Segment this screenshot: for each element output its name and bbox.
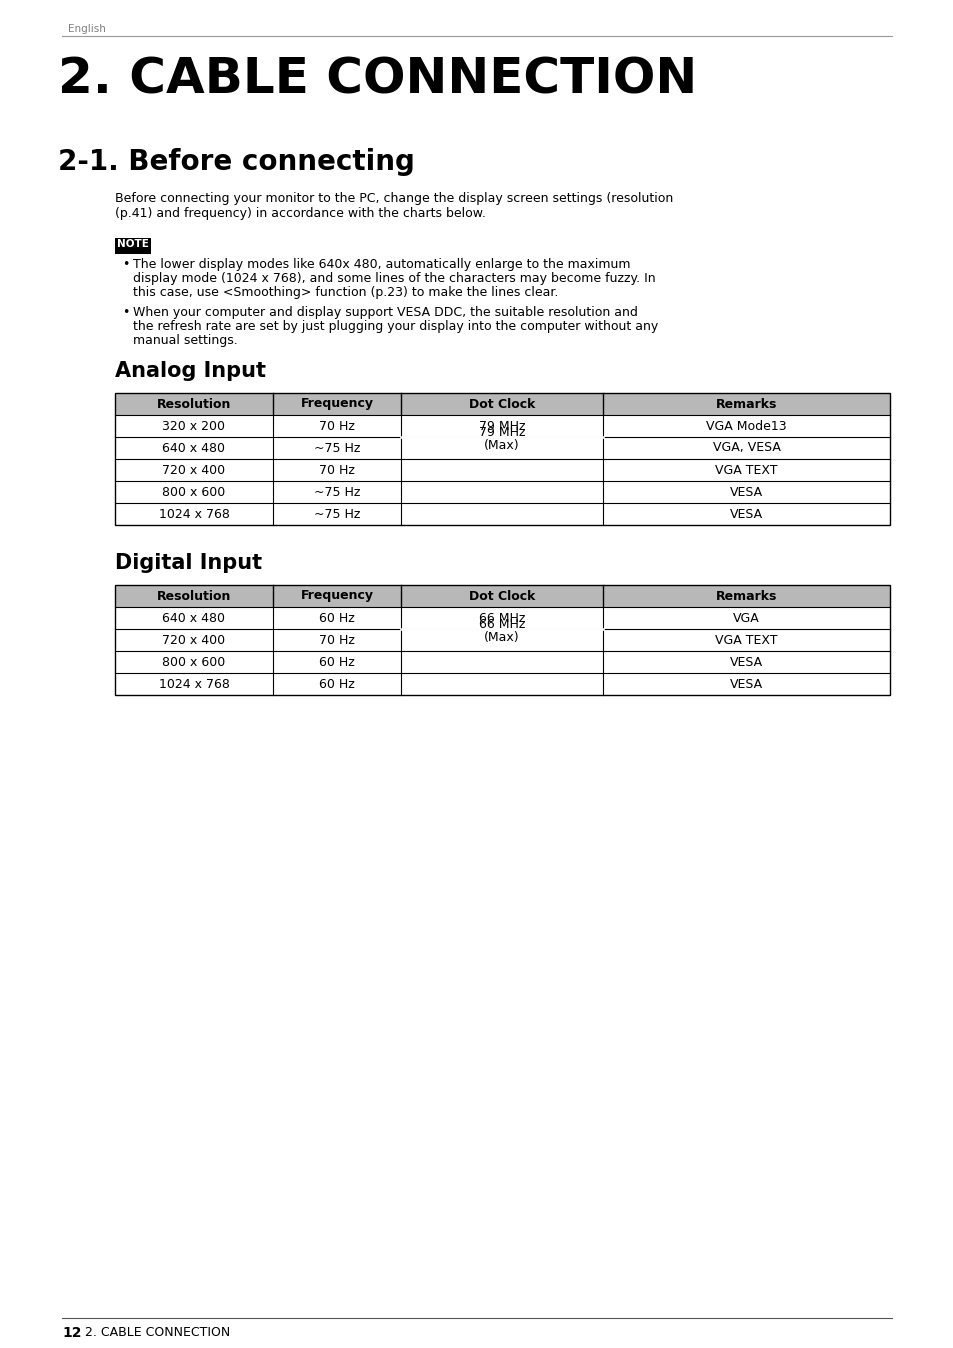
Text: VGA Mode13: VGA Mode13 <box>705 419 786 433</box>
Text: VGA, VESA: VGA, VESA <box>712 442 780 454</box>
Text: 1024 x 768: 1024 x 768 <box>158 507 230 520</box>
Text: 720 x 400: 720 x 400 <box>162 464 225 476</box>
Text: this case, use <Smoothing> function (p.23) to make the lines clear.: this case, use <Smoothing> function (p.2… <box>132 286 558 299</box>
Text: 70 Hz: 70 Hz <box>318 464 355 476</box>
Text: 79 MHz: 79 MHz <box>478 419 525 433</box>
Bar <box>115 394 889 415</box>
Text: 70 Hz: 70 Hz <box>318 634 355 647</box>
Text: VESA: VESA <box>729 485 762 499</box>
Text: 66 MHz: 66 MHz <box>478 617 525 631</box>
Text: Digital Input: Digital Input <box>115 553 262 573</box>
Text: Dot Clock: Dot Clock <box>468 398 535 411</box>
Text: (Max): (Max) <box>484 439 519 453</box>
Text: Resolution: Resolution <box>156 398 231 411</box>
Text: NOTE: NOTE <box>117 239 149 249</box>
Text: English: English <box>68 24 106 34</box>
Text: Frequency: Frequency <box>300 589 374 603</box>
Text: 2. CABLE CONNECTION: 2. CABLE CONNECTION <box>85 1326 230 1339</box>
Text: •: • <box>122 257 130 271</box>
Text: •: • <box>122 306 130 319</box>
Text: VESA: VESA <box>729 507 762 520</box>
Text: VGA TEXT: VGA TEXT <box>715 464 777 476</box>
Text: 800 x 600: 800 x 600 <box>162 655 226 669</box>
Text: 70 Hz: 70 Hz <box>318 419 355 433</box>
Text: 320 x 200: 320 x 200 <box>162 419 225 433</box>
Text: VESA: VESA <box>729 678 762 690</box>
Text: 720 x 400: 720 x 400 <box>162 634 225 647</box>
Text: Before connecting your monitor to the PC, change the display screen settings (re: Before connecting your monitor to the PC… <box>115 191 673 205</box>
Text: ~75 Hz: ~75 Hz <box>314 442 360 454</box>
Text: 2. CABLE CONNECTION: 2. CABLE CONNECTION <box>58 55 697 102</box>
Text: 60 Hz: 60 Hz <box>319 655 355 669</box>
Bar <box>115 394 889 524</box>
Text: the refresh rate are set by just plugging your display into the computer without: the refresh rate are set by just pluggin… <box>132 319 658 333</box>
Text: The lower display modes like 640x 480, automatically enlarge to the maximum: The lower display modes like 640x 480, a… <box>132 257 630 271</box>
Text: Analog Input: Analog Input <box>115 361 266 381</box>
Text: VGA: VGA <box>732 612 760 624</box>
Text: 2-1. Before connecting: 2-1. Before connecting <box>58 148 415 177</box>
Text: 1024 x 768: 1024 x 768 <box>158 678 230 690</box>
Text: 640 x 480: 640 x 480 <box>162 442 225 454</box>
Text: manual settings.: manual settings. <box>132 334 237 346</box>
Text: 800 x 600: 800 x 600 <box>162 485 226 499</box>
Text: 66 MHz: 66 MHz <box>478 612 525 624</box>
Bar <box>115 585 889 607</box>
Bar <box>115 239 151 253</box>
Text: 12: 12 <box>62 1326 81 1340</box>
Text: (p.41) and frequency) in accordance with the charts below.: (p.41) and frequency) in accordance with… <box>115 208 485 220</box>
Text: display mode (1024 x 768), and some lines of the characters may become fuzzy. In: display mode (1024 x 768), and some line… <box>132 272 655 284</box>
Text: Remarks: Remarks <box>715 398 777 411</box>
Bar <box>115 585 889 696</box>
Text: Dot Clock: Dot Clock <box>468 589 535 603</box>
Text: 60 Hz: 60 Hz <box>319 678 355 690</box>
Text: VGA TEXT: VGA TEXT <box>715 634 777 647</box>
Text: ~75 Hz: ~75 Hz <box>314 485 360 499</box>
Text: Frequency: Frequency <box>300 398 374 411</box>
Text: 60 Hz: 60 Hz <box>319 612 355 624</box>
Text: ~75 Hz: ~75 Hz <box>314 507 360 520</box>
Text: (Max): (Max) <box>484 631 519 644</box>
Text: Resolution: Resolution <box>156 589 231 603</box>
Text: 79 MHz: 79 MHz <box>478 426 525 438</box>
Text: VESA: VESA <box>729 655 762 669</box>
Text: When your computer and display support VESA DDC, the suitable resolution and: When your computer and display support V… <box>132 306 638 319</box>
Text: Remarks: Remarks <box>715 589 777 603</box>
Text: 640 x 480: 640 x 480 <box>162 612 225 624</box>
